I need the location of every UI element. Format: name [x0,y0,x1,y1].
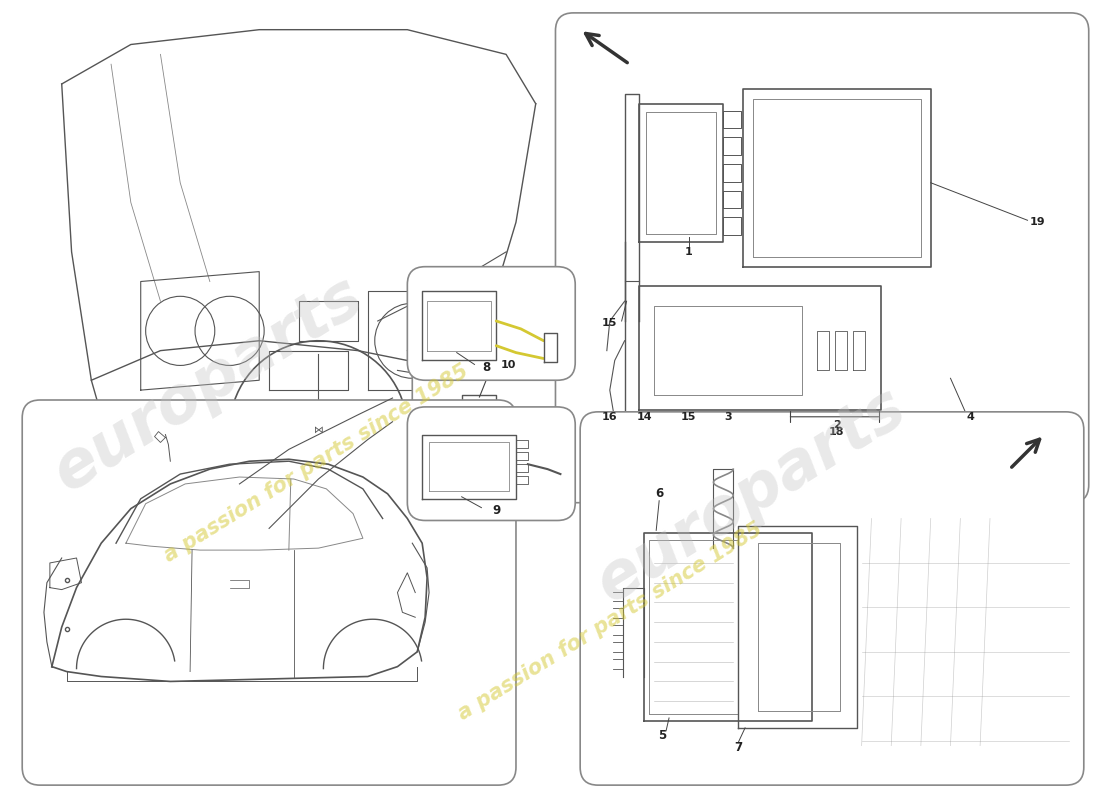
Text: europarts: europarts [585,375,917,614]
Text: 10: 10 [502,361,517,370]
Text: 2: 2 [833,420,840,430]
Text: 6: 6 [654,487,663,500]
Text: 3: 3 [725,412,733,422]
Text: 8: 8 [482,361,491,374]
Text: 16: 16 [602,412,617,422]
Text: 9: 9 [492,504,500,517]
Text: 18: 18 [829,426,845,437]
Text: europarts: europarts [42,264,374,504]
FancyBboxPatch shape [407,407,575,521]
Text: 19: 19 [1030,218,1045,227]
Text: 14: 14 [637,412,652,422]
FancyBboxPatch shape [556,13,1089,502]
Text: a passion for parts since 1985: a passion for parts since 1985 [454,518,766,724]
Text: a passion for parts since 1985: a passion for parts since 1985 [161,361,472,566]
FancyBboxPatch shape [412,346,565,464]
Text: ⋈: ⋈ [314,425,323,434]
FancyBboxPatch shape [580,412,1084,785]
Text: 1: 1 [685,247,693,257]
Text: 5: 5 [658,730,667,742]
FancyBboxPatch shape [22,400,516,785]
FancyBboxPatch shape [407,266,575,380]
Text: 15: 15 [602,318,617,328]
Text: 4: 4 [966,412,975,422]
Text: 7: 7 [734,741,742,754]
Text: 15: 15 [681,412,696,422]
